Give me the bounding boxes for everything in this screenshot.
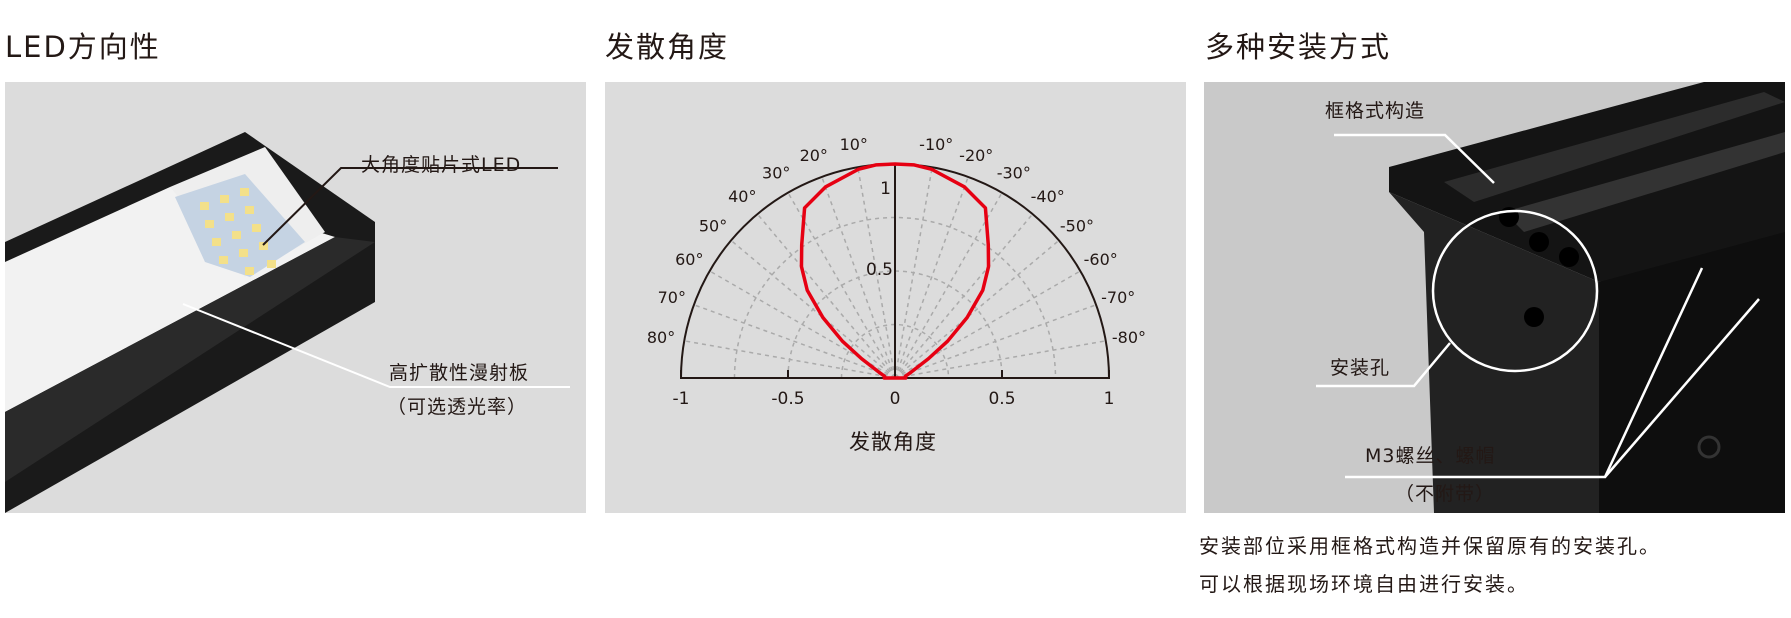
grid-spoke [756, 213, 896, 379]
grid-spoke [894, 340, 1106, 379]
angle-label: 30° [762, 163, 790, 182]
x-tick-label: -0.5 [771, 389, 804, 409]
grid-spoke [894, 167, 933, 379]
hole-highlight-circle [1431, 209, 1599, 373]
grid-spoke [821, 176, 896, 379]
title-beam-angle: 发散角度 [605, 30, 730, 64]
description-line-2: 可以根据现场环境自由进行安装。 [1199, 572, 1529, 596]
x-tick-label: 1 [1104, 389, 1115, 409]
angle-label: -50° [1060, 216, 1094, 235]
angle-label: 10° [840, 135, 868, 154]
diffuser-label: 高扩散性漫射板 [389, 362, 530, 384]
grid-spoke [693, 304, 896, 379]
profile-illustration [1316, 82, 1785, 513]
angle-label: -80° [1112, 328, 1146, 347]
grid-spoke [684, 340, 896, 379]
polar-chart: -1 -0.5 0 0.5 1 1 0.5 10° 20° 30° 40°50° 60° 70° 80° -… [647, 135, 1146, 409]
grid-spoke [730, 239, 896, 379]
angle-label: 70° [658, 288, 686, 307]
angle-label: -30° [997, 163, 1031, 182]
radial-label: 0.5 [866, 260, 893, 280]
hole-label: 安装孔 [1330, 357, 1391, 379]
grid-spoke [894, 239, 1060, 379]
title-led-direction: LED方向性 [5, 30, 161, 64]
angle-label: -10° [919, 135, 953, 154]
angle-label: -60° [1084, 250, 1118, 269]
angle-label: -70° [1101, 288, 1135, 307]
angle-label: 20° [800, 146, 828, 165]
description-line-1: 安装部位采用框格式构造并保留原有的安装孔。 [1199, 534, 1661, 558]
angle-label: 60° [675, 250, 703, 269]
grid-spoke [894, 213, 1034, 379]
led-direction-panel: 大角度贴片式LED 高扩散性漫射板 （可选透光率） [5, 82, 586, 513]
screw-note: （不附带） [1395, 483, 1496, 505]
x-tick-label: 0 [890, 389, 901, 409]
angle-label: 80° [647, 328, 675, 347]
screw-label: M3螺丝、螺帽 [1365, 445, 1496, 467]
led-callout-line [262, 167, 558, 246]
grid-spoke [894, 192, 1003, 379]
intensity-curve [799, 162, 991, 380]
diffuser-callout-line [182, 303, 570, 388]
grid-spoke [857, 167, 896, 379]
angle-label: 50° [699, 216, 727, 235]
angle-label: 40° [728, 187, 756, 206]
grid-circle [787, 270, 1003, 379]
title-mounting: 多种安装方式 [1205, 30, 1392, 64]
angle-label: -40° [1031, 187, 1065, 206]
x-tick-label: 0.5 [988, 389, 1015, 409]
x-tick-label: -1 [673, 389, 690, 409]
chart-xlabel: 发散角度 [849, 430, 937, 454]
angle-label: -20° [959, 146, 993, 165]
mounting-panel: 框格式构造 安装孔 M3螺丝、螺帽 （不附带） [1204, 82, 1785, 513]
grid-spoke [787, 192, 896, 379]
radial-label: 1 [880, 179, 891, 199]
grid-circle [733, 216, 1057, 379]
led-bar-illustration [5, 132, 570, 513]
diffuser-note: （可选透光率） [387, 396, 528, 418]
frame-label: 框格式构造 [1325, 100, 1426, 122]
led-label: 大角度贴片式LED [361, 154, 522, 176]
grid-spoke [894, 304, 1097, 379]
beam-angle-panel: -1 -0.5 0 0.5 1 1 0.5 10° 20° 30° 40° 50° 60° 70° 80° -… [605, 82, 1186, 513]
grid-spoke [894, 176, 969, 379]
